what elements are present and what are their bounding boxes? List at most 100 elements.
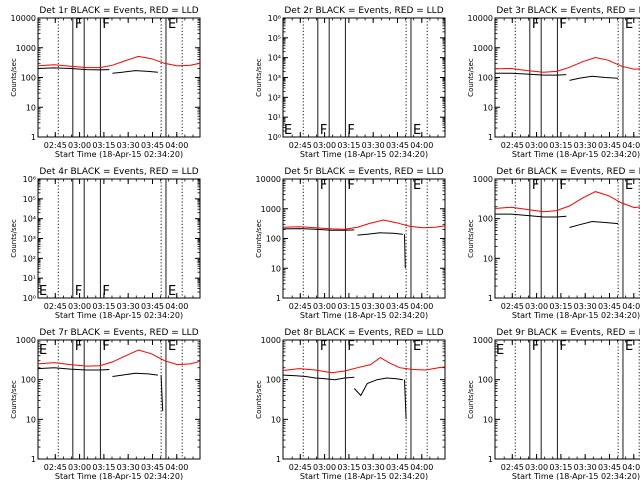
- corner-label: E: [284, 123, 292, 138]
- x-tick-label: 04:00: [410, 302, 433, 311]
- y-tick-label: 1000: [473, 336, 493, 345]
- x-tick-label: 03:00: [313, 463, 336, 472]
- panel-3: Det 3r BLACK = Events, RED = LLD 1 10 100 10…: [467, 6, 640, 159]
- x-tick-label: 03:00: [313, 141, 336, 150]
- x-tick-label: 03:00: [313, 302, 336, 311]
- marker-label-F: F: [320, 123, 327, 138]
- events-series-line: [569, 220, 619, 228]
- x-axis-label: Start Time (18-Apr-15 02:34:20): [300, 150, 428, 159]
- x-tick-label: 03:15: [549, 463, 572, 472]
- y-tick-label: 10000: [11, 14, 36, 23]
- x-tick-label: 02:45: [44, 302, 67, 311]
- panel-2: Det 2r BLACK = Events, RED = LLD 10⁰ 10¹ 10…: [255, 6, 446, 159]
- y-tick-label: 1: [488, 455, 493, 464]
- x-tick-label: 02:45: [501, 463, 524, 472]
- panel-title: Det 8r BLACK = Events, RED = LLD: [284, 328, 443, 338]
- y-axis-label: Counts/sec: [255, 380, 263, 419]
- x-tick-label: 03:45: [386, 463, 409, 472]
- panel-7: Det 7r BLACK = Events, RED = LLD 1 10 100 10…: [10, 328, 201, 480]
- x-tick-label: 03:30: [117, 141, 140, 150]
- panel-title: Det 2r BLACK = Events, RED = LLD: [284, 6, 443, 16]
- x-tick-label: 03:30: [362, 302, 385, 311]
- x-axis-label: Start Time (18-Apr-15 02:34:20): [55, 150, 183, 159]
- marker-label-F: F: [320, 339, 327, 354]
- x-tick-label: 03:30: [362, 463, 385, 472]
- y-tick-label: 10³: [23, 235, 36, 244]
- panel-title: Det 9r BLACK = Events, RED = LLD: [496, 328, 640, 338]
- events-series-line: [353, 377, 403, 397]
- events-series-line: [37, 67, 110, 71]
- lld-series-line: [282, 219, 446, 230]
- x-tick-label: 03:45: [141, 302, 164, 311]
- x-tick-label: 03:15: [337, 302, 360, 311]
- y-tick-label: 10000: [468, 14, 493, 23]
- x-tick-label: 04:00: [165, 302, 188, 311]
- x-axis-label: Start Time (18-Apr-15 02:34:20): [300, 472, 428, 480]
- y-tick-label: 10²: [23, 254, 36, 263]
- y-tick-label: 100: [478, 376, 493, 385]
- x-tick-label: 03:00: [525, 463, 548, 472]
- y-tick-label: 10⁵: [268, 34, 281, 43]
- y-axis-label: Counts/sec: [10, 380, 18, 419]
- x-tick-label: 03:00: [525, 302, 548, 311]
- x-tick-label: 04:00: [410, 463, 433, 472]
- marker-label-F: F: [320, 178, 327, 193]
- x-tick-label: 03:15: [549, 141, 572, 150]
- y-tick-label: 100: [478, 215, 493, 224]
- x-tick-label: 03:30: [362, 141, 385, 150]
- events-series-line: [495, 213, 567, 218]
- y-tick-label: 10⁴: [23, 215, 36, 224]
- y-axis-label: Counts/sec: [10, 219, 18, 258]
- y-tick-label: 1000: [16, 44, 36, 53]
- events-series-line: [404, 379, 407, 420]
- y-tick-label: 10⁵: [23, 195, 36, 204]
- events-series-line: [112, 70, 158, 74]
- events-series-line: [282, 374, 355, 381]
- y-tick-label: 10: [26, 103, 36, 112]
- marker-label-F: F: [559, 17, 566, 32]
- y-tick-label: 10³: [268, 74, 281, 83]
- lld-series-line: [282, 357, 446, 374]
- x-tick-label: 04:00: [410, 141, 433, 150]
- y-tick-label: 1000: [473, 175, 493, 184]
- x-tick-label: 03:45: [598, 141, 621, 150]
- x-tick-label: 04:00: [622, 302, 640, 311]
- x-tick-label: 04:00: [165, 463, 188, 472]
- y-tick-label: 10⁰: [268, 133, 281, 142]
- corner-label: E: [496, 343, 504, 358]
- x-tick-label: 04:00: [165, 141, 188, 150]
- y-tick-label: 100: [478, 74, 493, 83]
- x-tick-label: 03:00: [525, 141, 548, 150]
- x-tick-label: 03:15: [337, 141, 360, 150]
- x-tick-label: 02:45: [501, 141, 524, 150]
- y-tick-label: 1000: [473, 44, 493, 53]
- y-tick-label: 1000: [261, 205, 281, 214]
- plot-frame: [494, 339, 640, 460]
- y-tick-label: 1: [276, 455, 281, 464]
- y-axis-label: Counts/sec: [467, 58, 475, 97]
- plot-frame: [494, 17, 640, 138]
- corner-label: E: [39, 343, 47, 358]
- plot-frame: [37, 178, 201, 299]
- panel-1: Det 1r BLACK = Events, RED = LLD 1 10 100 10…: [10, 6, 201, 159]
- y-tick-label: 1000: [16, 336, 36, 345]
- lld-series-line: [494, 191, 640, 213]
- marker-label-F: F: [532, 17, 539, 32]
- marker-label-F: F: [102, 339, 109, 354]
- panel-4: Det 4r BLACK = Events, RED = LLD 10⁰ 10¹ 10…: [10, 167, 201, 320]
- marker-label-E: E: [168, 284, 176, 299]
- corner-label: E: [39, 284, 47, 299]
- marker-label-F: F: [347, 178, 354, 193]
- x-tick-label: 03:45: [141, 141, 164, 150]
- plot-frame: [37, 17, 201, 138]
- x-tick-label: 03:45: [598, 463, 621, 472]
- x-tick-label: 03:30: [574, 141, 597, 150]
- y-tick-label: 1: [488, 294, 493, 303]
- marker-label-F: F: [347, 339, 354, 354]
- lld-series-line: [494, 56, 640, 73]
- lld-series-line: [37, 349, 201, 367]
- y-axis-label: Counts/sec: [467, 219, 475, 258]
- x-tick-label: 02:45: [289, 463, 312, 472]
- y-axis-label: Counts/sec: [467, 380, 475, 419]
